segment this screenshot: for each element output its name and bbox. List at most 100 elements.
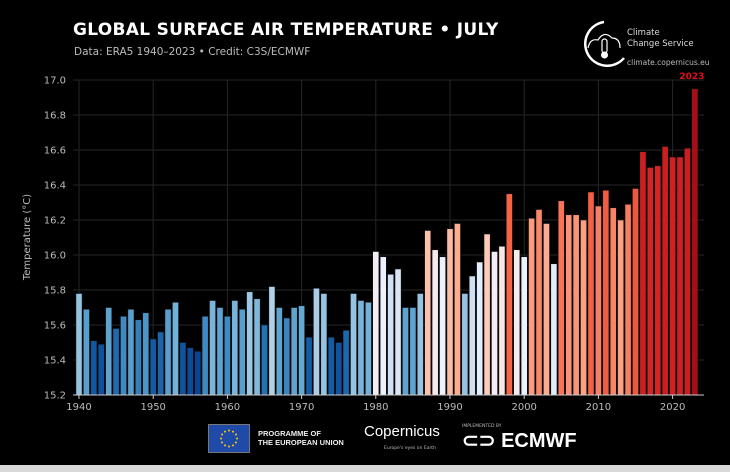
bar-1995 [483, 233, 491, 396]
bar-1958 [209, 300, 216, 396]
axes: 15.2 15.4 15.6 15.8 16.0 16.2 16.4 16.6 16.8 17.0… [44, 76, 704, 413]
bar-2015 [632, 188, 639, 396]
eu-star [221, 441, 224, 444]
bar-1945 [112, 328, 120, 396]
bar-1960 [224, 315, 231, 396]
bar-1956 [194, 350, 202, 396]
eu-star [232, 444, 234, 447]
eu-star [224, 430, 226, 433]
bar-1969 [290, 307, 298, 396]
bar-1947 [127, 308, 135, 396]
bar-1961 [231, 300, 239, 396]
bar-1974 [327, 336, 335, 396]
bar-1968 [283, 317, 291, 396]
bar-1940 [75, 293, 83, 396]
x-tick-label: 2000 [511, 402, 536, 413]
bar-2001 [528, 217, 536, 396]
bar-2003 [543, 223, 550, 396]
copernicus-tagline: Europe's eyes on Earth [384, 446, 436, 451]
bar-1977 [350, 293, 357, 396]
eu-programme-text: PROGRAMME OF THE EUROPEAN UNION [258, 429, 344, 447]
bar-1984 [402, 307, 409, 396]
bar-2010 [594, 205, 602, 396]
x-tick-label: 1990 [437, 402, 462, 413]
bar-2017 [646, 167, 654, 396]
bar-1988 [431, 249, 439, 396]
bar-chart: 15.2 15.4 15.6 15.8 16.0 16.2 16.4 16.6 16.8 17.0… [22, 72, 704, 413]
y-tick-label: 16.0 [44, 251, 66, 262]
chart-title: GLOBAL SURFACE AIR TEMPERATURE • JULY [73, 20, 499, 40]
bar-2008 [580, 219, 587, 396]
eu-star [236, 437, 238, 440]
highlight-label-2023: 2023 [679, 72, 704, 82]
y-tick-label: 15.8 [44, 286, 66, 297]
bar-1965 [261, 324, 268, 396]
bar-2011 [602, 189, 610, 396]
bar-2000 [520, 256, 528, 396]
bar-2023 [691, 88, 699, 396]
y-axis-label: Temperature (°C) [22, 194, 33, 281]
bar-2009 [587, 191, 595, 396]
eu-star [228, 445, 230, 448]
bar-1975 [335, 342, 343, 396]
y-tick-label: 15.6 [44, 321, 66, 332]
bar-1971 [305, 336, 313, 396]
bar-1949 [142, 312, 150, 396]
bar-2004 [550, 263, 558, 396]
bar-1978 [357, 300, 365, 396]
bar-1976 [342, 329, 350, 396]
bar-1980 [372, 251, 380, 396]
y-tick-label: 16.6 [44, 146, 66, 157]
bar-1982 [387, 273, 395, 396]
implemented-by-label: IMPLEMENTED BY [462, 424, 502, 429]
x-tick-label: 1950 [140, 402, 165, 413]
bar-1997 [498, 245, 506, 396]
bar-1973 [320, 293, 328, 396]
bar-1963 [246, 291, 254, 396]
eu-line2: THE EUROPEAN UNION [258, 438, 344, 447]
bar-2012 [609, 207, 617, 396]
copernicus-logo: Copernicus [364, 423, 440, 440]
bar-2013 [617, 219, 625, 396]
bar-1962 [238, 308, 246, 396]
bar-1964 [253, 298, 261, 396]
bar-1983 [394, 268, 402, 396]
bottom-strip [0, 465, 730, 472]
bar-2018 [654, 165, 662, 396]
y-tick-label: 15.4 [44, 356, 66, 367]
y-tick-label: 16.8 [44, 111, 66, 122]
eu-star [232, 430, 234, 433]
bar-1987 [424, 230, 432, 396]
bar-2014 [624, 203, 632, 396]
eu-star [224, 444, 226, 447]
eu-star [221, 433, 224, 436]
x-tick-label: 1960 [215, 402, 240, 413]
bar-2006 [565, 214, 573, 396]
eu-star [234, 433, 237, 436]
bar-1948 [134, 319, 142, 396]
climate-change-service-logo [583, 20, 625, 68]
bar-2016 [639, 151, 647, 396]
eu-star [234, 441, 237, 444]
bar-1951 [157, 331, 165, 396]
eu-line1: PROGRAMME OF [258, 429, 321, 438]
bar-1966 [268, 286, 276, 396]
bar-1990 [446, 228, 454, 396]
bar-1957 [201, 315, 209, 396]
bar-2019 [661, 146, 669, 396]
bar-2002 [535, 209, 543, 396]
bar-2005 [557, 200, 565, 396]
bar-1972 [313, 287, 320, 396]
bar-1953 [172, 301, 179, 396]
bar-1942 [90, 340, 98, 396]
bar-1946 [120, 315, 127, 396]
y-tick-label: 17.0 [44, 76, 66, 87]
bar-1943 [97, 343, 105, 396]
eu-flag-logo [208, 424, 250, 453]
ecmwf-logo: ⊂⊃ ECMWF [462, 430, 577, 452]
logo-name-line2: Change Service [627, 39, 694, 49]
bar-1981 [379, 256, 387, 396]
ecmwf-text: ECMWF [501, 430, 577, 452]
bar-1941 [83, 308, 90, 396]
logo-url: climate.copernicus.eu [627, 58, 710, 67]
